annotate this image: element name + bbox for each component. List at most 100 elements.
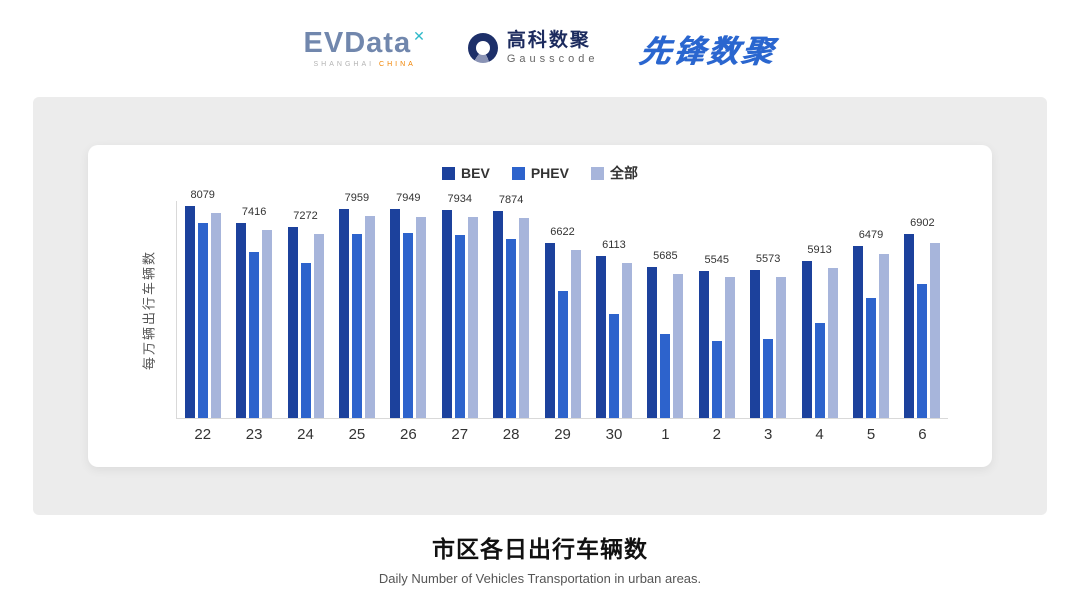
bar-group-3: 5573 3 xyxy=(742,201,793,443)
bar-全部-26 xyxy=(416,217,427,418)
chart-area: 每万辆出行车辆数 8079 22 7416 23 7272 24 7959 25 7949 26 7… xyxy=(88,190,992,467)
bar-PHEV-26 xyxy=(403,233,414,418)
legend-swatch xyxy=(511,166,525,180)
bar-PHEV-29 xyxy=(557,291,568,418)
header-logos: EVData ✕ SHANGHAI CHINA 高科数聚 Gausscode 先锋… xyxy=(0,16,1080,80)
bar-value-label: 7949 xyxy=(396,192,421,204)
bar-全部-30 xyxy=(621,263,632,418)
x-axis-tick-25: 25 xyxy=(348,426,366,443)
bar-group-5: 6479 5 xyxy=(845,201,896,443)
x-axis-tick-2: 2 xyxy=(712,426,721,443)
bar-BEV-23 xyxy=(236,223,247,418)
bar-PHEV-30 xyxy=(608,314,619,418)
evdata-tagline: SHANGHAI CHINA xyxy=(314,61,416,68)
x-axis-tick-28: 28 xyxy=(502,426,520,443)
chart-legend: BEV PHEV 全部 xyxy=(88,163,992,183)
bar-value-label: 7959 xyxy=(344,192,370,204)
bar-group-25: 7959 25 xyxy=(331,193,382,443)
bar-BEV-5 xyxy=(852,246,863,418)
bar-全部-2 xyxy=(724,277,735,418)
logo-gausscode: 高科数聚 Gausscode xyxy=(467,31,599,65)
bar-value-label: 6479 xyxy=(858,229,884,241)
chart-subtitle: Daily Number of Vehicles Transportation … xyxy=(378,571,702,586)
legend-label: 全部 xyxy=(609,165,638,181)
evdata-x-icon: ✕ xyxy=(413,27,426,44)
bar-BEV-22 xyxy=(184,206,195,418)
bar-value-label: 7874 xyxy=(498,194,524,206)
x-axis-tick-26: 26 xyxy=(399,426,417,443)
bar-PHEV-25 xyxy=(351,234,362,418)
bar-全部-27 xyxy=(467,217,478,418)
x-axis-tick-4: 4 xyxy=(815,426,824,443)
evdata-wordmark: EVData ✕ xyxy=(303,26,426,59)
bar-BEV-25 xyxy=(338,209,349,418)
bar-value-label: 6113 xyxy=(602,239,626,251)
bar-group-23: 7416 23 xyxy=(228,201,279,443)
bar-group-26: 7949 26 xyxy=(383,193,434,443)
bar-group-28: 7874 28 xyxy=(485,195,536,443)
x-axis-tick-27: 27 xyxy=(451,426,469,443)
bar-全部-25 xyxy=(364,216,375,418)
x-axis-tick-22: 22 xyxy=(194,426,212,443)
plot-area: 8079 22 7416 23 7272 24 7959 25 7949 26 7934 27 7874… xyxy=(176,190,948,443)
gausscode-text: 高科数聚 Gausscode xyxy=(507,31,599,65)
bar-全部-6 xyxy=(930,243,941,418)
bar-group-29: 6622 29 xyxy=(537,201,588,443)
bar-value-label: 7934 xyxy=(447,193,472,205)
bar-value-label: 6622 xyxy=(550,226,575,238)
bar-group-22: 8079 22 xyxy=(177,190,228,443)
bar-value-label: 5545 xyxy=(704,254,729,266)
bar-value-label: 7272 xyxy=(293,210,318,222)
evdata-tagline-left: SHANGHAI xyxy=(313,60,375,68)
legend-swatch xyxy=(590,166,604,180)
bar-PHEV-22 xyxy=(197,223,208,418)
legend-swatch xyxy=(442,166,456,180)
evdata-text: EVData xyxy=(303,26,412,59)
legend-label: BEV xyxy=(461,165,490,181)
bar-BEV-1 xyxy=(647,267,658,418)
bar-group-24: 7272 24 xyxy=(280,201,331,443)
legend-item-PHEV[interactable]: PHEV xyxy=(511,165,569,181)
footer: 市区各日出行车辆数 Daily Number of Vehicles Trans… xyxy=(0,530,1080,586)
bar-PHEV-6 xyxy=(917,284,928,418)
bar-BEV-28 xyxy=(493,211,504,418)
x-axis-tick-29: 29 xyxy=(554,426,571,443)
bar-全部-24 xyxy=(313,234,324,418)
logo-xianfeng: 先锋数聚 xyxy=(637,33,779,69)
bar-全部-1 xyxy=(673,274,684,418)
bar-group-30: 6113 30 xyxy=(588,201,639,443)
bar-BEV-30 xyxy=(595,256,606,418)
evdata-tagline-right: CHINA xyxy=(379,60,416,68)
bar-value-label: 8079 xyxy=(190,189,215,201)
bar-BEV-24 xyxy=(287,227,298,418)
bar-全部-4 xyxy=(827,268,838,418)
bar-value-label: 5685 xyxy=(653,250,678,262)
bar-BEV-29 xyxy=(544,243,555,418)
bar-PHEV-4 xyxy=(814,323,825,418)
bar-value-label: 5913 xyxy=(807,244,832,256)
chart-card: BEV PHEV 全部 每万辆出行车辆数 8079 22 7416 23 7272 24 795… xyxy=(88,145,992,467)
legend-item-BEV[interactable]: BEV xyxy=(442,165,490,181)
gausscode-name-cn: 高科数聚 xyxy=(506,30,591,52)
bar-group-4: 5913 4 xyxy=(794,201,845,443)
x-axis-tick-30: 30 xyxy=(605,426,623,443)
logo-evdata: EVData ✕ SHANGHAI CHINA xyxy=(303,26,426,68)
bar-group-2: 5545 2 xyxy=(691,201,742,443)
bar-value-label: 7416 xyxy=(241,206,267,218)
x-axis-tick-6: 6 xyxy=(918,426,927,443)
bar-全部-5 xyxy=(878,254,889,418)
bar-PHEV-2 xyxy=(711,341,722,418)
x-axis-tick-1: 1 xyxy=(661,426,670,443)
bar-全部-28 xyxy=(519,218,530,418)
x-axis-tick-24: 24 xyxy=(297,426,314,443)
bar-PHEV-28 xyxy=(506,239,517,418)
bar-PHEV-1 xyxy=(660,334,671,418)
bar-PHEV-24 xyxy=(300,263,311,418)
bar-group-6: 6902 6 xyxy=(897,201,948,443)
gausscode-ring-icon xyxy=(467,33,498,63)
bar-全部-29 xyxy=(570,250,581,418)
legend-item-全部[interactable]: 全部 xyxy=(590,163,638,183)
bar-BEV-27 xyxy=(441,210,452,418)
chart-title: 市区各日出行车辆数 xyxy=(432,536,648,562)
bar-全部-23 xyxy=(262,230,273,418)
